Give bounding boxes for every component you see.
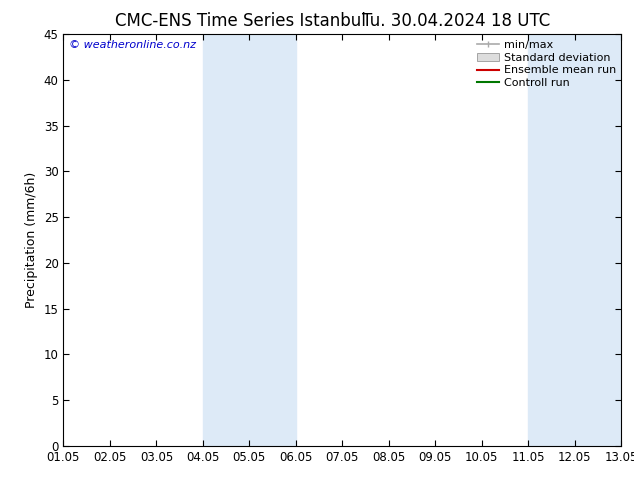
Text: Tu. 30.04.2024 18 UTC: Tu. 30.04.2024 18 UTC xyxy=(363,12,550,30)
Y-axis label: Precipitation (mm/6h): Precipitation (mm/6h) xyxy=(25,172,38,308)
Text: © weatheronline.co.nz: © weatheronline.co.nz xyxy=(69,41,196,50)
Text: CMC-ENS Time Series Istanbul: CMC-ENS Time Series Istanbul xyxy=(115,12,366,30)
Bar xyxy=(528,34,621,446)
Bar xyxy=(203,34,296,446)
Legend: min/max, Standard deviation, Ensemble mean run, Controll run: min/max, Standard deviation, Ensemble me… xyxy=(475,38,618,91)
